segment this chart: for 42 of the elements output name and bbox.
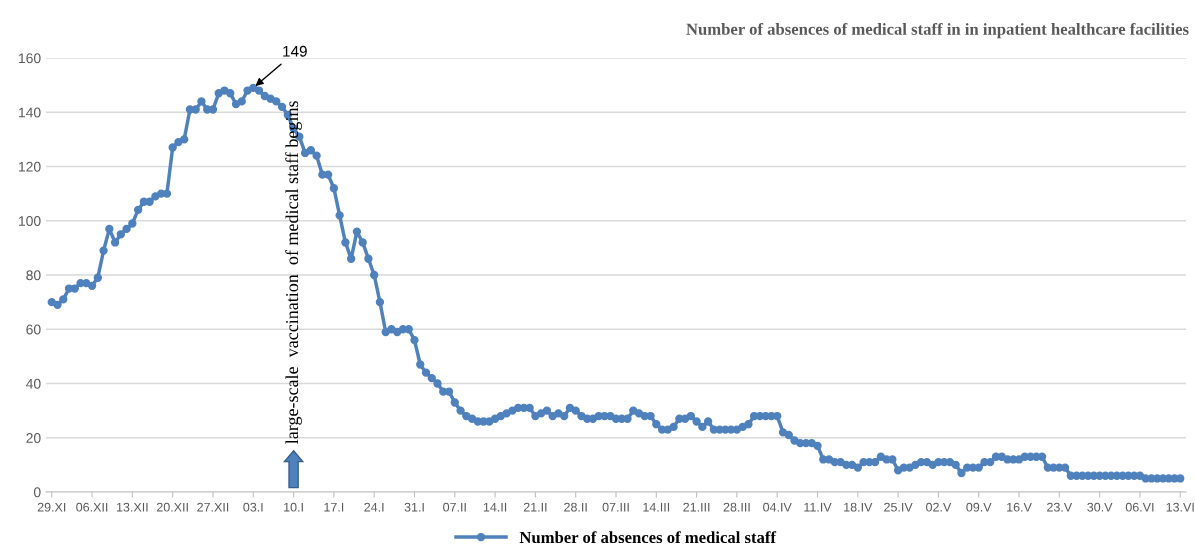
x-tick-label: 13.XII <box>116 502 148 512</box>
y-tick-label: 140 <box>19 107 41 118</box>
x-tick-label: 14.II <box>483 502 507 512</box>
chart-title: Number of absences of medical staff in in inpatient healthcare facilities <box>686 22 1189 39</box>
x-tick-label: 10.I <box>284 502 303 512</box>
x-tick-label: 04.IV <box>763 502 792 512</box>
y-tick-label: 0 <box>33 487 41 498</box>
x-tick-label: 25.IV <box>884 502 913 512</box>
x-tick-label: 29.XI <box>37 502 66 512</box>
x-tick-label: 06.XII <box>76 502 108 512</box>
legend-label: Number of absences of medical staff <box>519 531 777 544</box>
x-tick-label: 14.III <box>643 502 670 512</box>
x-tick-label: 28.II <box>564 502 587 512</box>
y-tick-label: 120 <box>19 161 41 172</box>
x-tick-label: 17.I <box>324 502 344 512</box>
y-tick-label: 80 <box>26 270 41 281</box>
x-tick-label: 06.VI <box>1125 502 1154 512</box>
y-tick-label: 20 <box>26 433 41 443</box>
x-tick-label: 23.V <box>1047 502 1073 512</box>
y-tick-label: 160 <box>19 53 41 64</box>
x-tick-label: 18.IV <box>844 502 873 512</box>
x-tick-label: 20.XII <box>156 502 188 512</box>
x-tick-label: 16.V <box>1007 502 1032 512</box>
x-tick-label: 27.XII <box>197 502 229 512</box>
x-tick-label: 03.I <box>243 502 263 512</box>
x-tick-label: 09.V <box>966 502 992 512</box>
x-tick-label: 28.III <box>723 502 750 512</box>
x-tick-label: 31.I <box>404 502 424 512</box>
x-tick-label: 07.III <box>602 502 629 512</box>
x-tick-label: 07.II <box>443 502 466 512</box>
annotation: 149 <box>283 45 307 57</box>
x-tick-label: 24.I <box>364 502 384 512</box>
y-tick-label: 100 <box>19 216 41 226</box>
annotation: large-scale vaccination of medical staff begins <box>285 101 302 444</box>
x-tick-label: 21.III <box>683 502 710 512</box>
y-tick-label: 40 <box>26 378 41 389</box>
x-tick-label: 13.VI <box>1166 502 1194 512</box>
x-tick-label: 02.V <box>926 502 952 512</box>
x-tick-label: 11.IV <box>804 502 832 512</box>
x-tick-label: 30.V <box>1087 502 1113 512</box>
x-tick-label: 21.II <box>523 502 547 512</box>
y-tick-label: 60 <box>26 324 41 335</box>
